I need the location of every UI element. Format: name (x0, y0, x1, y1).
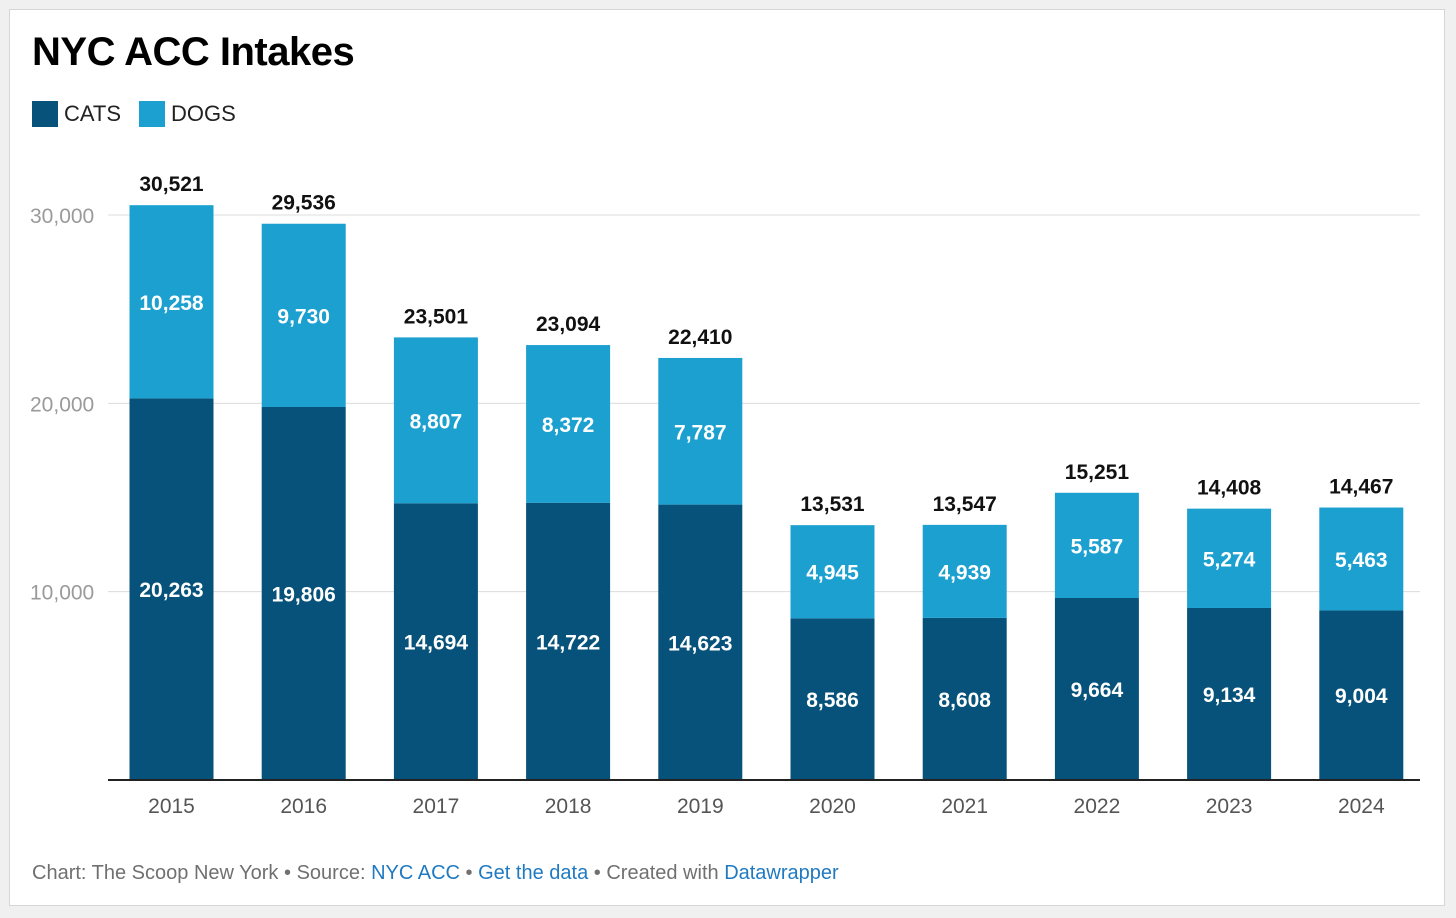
bar-label-dogs: 5,274 (1203, 548, 1256, 571)
x-tick-label: 2015 (148, 795, 195, 818)
bar-label-cats: 8,586 (806, 689, 859, 712)
bar-total-label: 15,251 (1065, 461, 1130, 484)
bar-total-label: 13,547 (933, 493, 997, 516)
bar-cats (261, 406, 346, 780)
bar-label-dogs: 8,807 (410, 410, 463, 433)
bar-label-dogs: 5,587 (1071, 535, 1124, 558)
footer-separator: • (465, 862, 473, 884)
bar-total-label: 14,408 (1197, 477, 1262, 500)
footer-separator: • (593, 862, 601, 884)
chart-title: NYC ACC Intakes (32, 30, 355, 74)
bar-label-cats: 9,664 (1071, 679, 1124, 702)
bar-dogs (1054, 492, 1139, 598)
bar-label-dogs: 7,787 (674, 421, 727, 444)
bar-total-label: 13,531 (800, 493, 865, 516)
bar-label-cats: 20,263 (139, 579, 203, 602)
footer-created-label: Created with (606, 862, 719, 884)
bar-total-label: 23,094 (536, 313, 601, 336)
bar-cats (658, 504, 743, 780)
bar-label-dogs: 10,258 (139, 292, 204, 315)
chart-footer: Chart: The Scoop New York • Source: NYC … (32, 862, 839, 885)
legend-swatch-cats (32, 101, 58, 127)
legend: CATS DOGS (32, 101, 254, 127)
bar-total-label: 29,536 (272, 192, 336, 215)
bar-cats (526, 502, 611, 780)
bar-label-cats: 19,806 (272, 583, 336, 606)
bar-cats (129, 398, 214, 780)
bar-dogs (1319, 507, 1404, 611)
bar-cats (393, 503, 478, 780)
source-link[interactable]: NYC ACC (371, 862, 460, 884)
datawrapper-link[interactable]: Datawrapper (724, 862, 839, 884)
bar-dogs (129, 205, 214, 399)
legend-label-cats: CATS (64, 101, 122, 126)
bar-total-label: 23,501 (404, 305, 469, 328)
legend-label-dogs: DOGS (171, 101, 236, 126)
bar-cats (1187, 607, 1272, 780)
stacked-bar-chart: 10,000 20,000 30,000 20,263 10,258 30,521 2015… (30, 173, 1420, 818)
x-tick-label: 2019 (677, 795, 724, 818)
footer-separator: • (284, 862, 292, 884)
bar-cats (790, 618, 875, 780)
bar-dogs (526, 345, 611, 503)
x-tick-label: 2018 (545, 795, 592, 818)
legend-item-cats: CATS (32, 101, 121, 127)
footer-credit: Chart: The Scoop New York (32, 862, 279, 884)
bar-dogs (261, 223, 346, 407)
x-tick-label: 2023 (1206, 795, 1253, 818)
y-tick-label: 10,000 (30, 582, 94, 605)
bar-total-label: 22,410 (668, 326, 732, 349)
get-data-link[interactable]: Get the data (478, 862, 589, 884)
bar-dogs (1187, 508, 1272, 608)
bar-label-cats: 9,134 (1203, 684, 1256, 707)
bar-label-dogs: 4,939 (938, 561, 991, 584)
bar-dogs (393, 337, 478, 504)
bar-label-dogs: 4,945 (806, 562, 859, 585)
bar-dogs (790, 525, 875, 619)
bar-label-cats: 14,694 (404, 632, 469, 655)
legend-item-dogs: DOGS (139, 101, 236, 127)
bar-cats (1319, 610, 1404, 780)
bar-label-cats: 14,623 (668, 632, 732, 655)
bar-label-cats: 14,722 (536, 631, 600, 654)
bar-label-cats: 9,004 (1335, 685, 1388, 708)
bar-label-dogs: 8,372 (542, 414, 595, 437)
bar-cats (1054, 597, 1139, 780)
y-tick-label: 30,000 (30, 205, 94, 228)
x-tick-label: 2016 (280, 795, 327, 818)
x-tick-label: 2020 (809, 795, 856, 818)
x-tick-label: 2021 (941, 795, 988, 818)
bar-cats (922, 617, 1007, 780)
legend-swatch-dogs (139, 101, 166, 127)
bar-label-dogs: 5,463 (1335, 549, 1388, 572)
bar-total-label: 14,467 (1329, 476, 1393, 499)
x-tick-label: 2024 (1338, 795, 1385, 818)
y-tick-label: 20,000 (30, 393, 94, 416)
bar-dogs (922, 524, 1007, 618)
bar-total-label: 30,521 (139, 173, 204, 196)
x-tick-label: 2022 (1074, 795, 1121, 818)
x-tick-label: 2017 (413, 795, 460, 818)
footer-source-label: Source: (296, 862, 366, 884)
bar-dogs (658, 357, 743, 505)
bar-label-cats: 8,608 (938, 689, 991, 712)
bar-label-dogs: 9,730 (277, 305, 330, 328)
